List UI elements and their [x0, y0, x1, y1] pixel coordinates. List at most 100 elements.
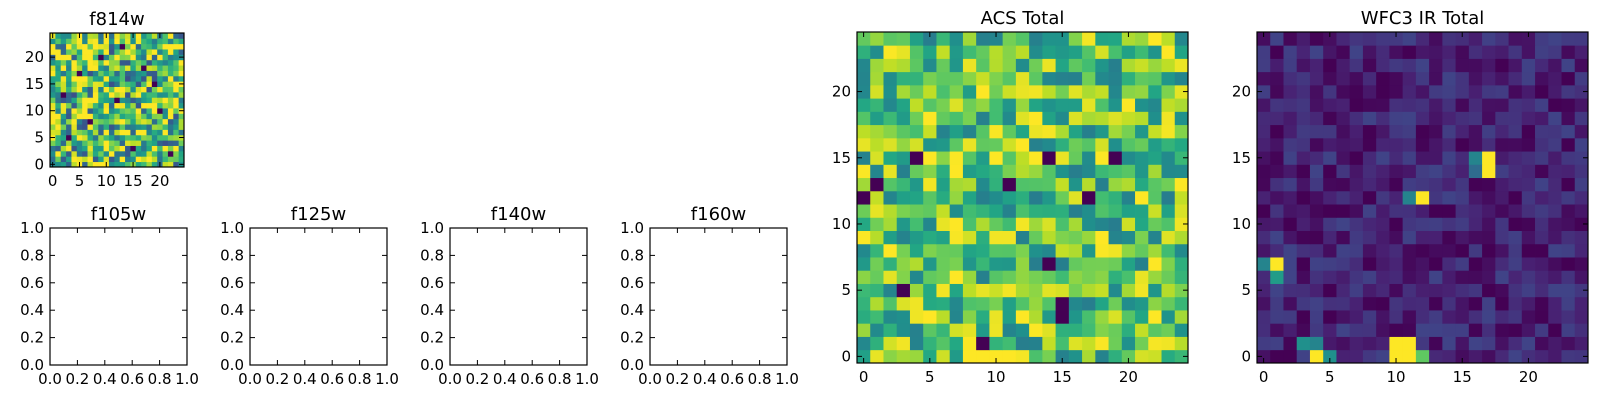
f814w-cell [66, 108, 72, 114]
acs_total-cell [1029, 310, 1043, 324]
f160w-xtick-label: 0.6 [720, 370, 744, 388]
f814w-cell [87, 124, 94, 130]
f814w-cell [71, 134, 78, 141]
f814w-cell [151, 108, 158, 114]
f814w-cell [141, 91, 147, 98]
acs_total-cell [1121, 283, 1136, 298]
f814w-cell [71, 150, 78, 157]
f814w-cell [151, 140, 158, 146]
acs_total-cell [1055, 190, 1070, 205]
acs_total-cell [1002, 283, 1017, 298]
f814w-cell [76, 97, 83, 104]
f814w-cell [141, 161, 147, 168]
acs_total-cell [883, 204, 898, 218]
f814w-cell [66, 38, 72, 45]
wfc3_ir_total-cell [1429, 124, 1443, 139]
wfc3_ir_total-cell [1283, 204, 1298, 218]
wfc3_ir_total-cell [1336, 84, 1351, 99]
acs_total-cell [1082, 98, 1096, 112]
wfc3_ir_total-cell [1323, 45, 1337, 59]
wfc3_ir_total-cell [1508, 283, 1523, 298]
acs_total-ytick-label: 15 [832, 149, 851, 167]
acs_total-cell [1029, 151, 1043, 165]
wfc3_ir_total-cell [1455, 137, 1470, 152]
f814w-cell [125, 124, 131, 130]
acs_total-cell [1068, 111, 1083, 126]
acs_total-cell [989, 111, 1004, 126]
acs_total-cell [962, 177, 977, 192]
f814w-cell [87, 140, 94, 146]
acs_total-cell [1095, 98, 1109, 112]
wfc3_ir_total-cell [1349, 177, 1364, 192]
acs_total-cell [1161, 111, 1176, 126]
f814w-cell [50, 91, 56, 98]
wfc3_ir_total-ytick-label: 5 [1241, 281, 1251, 299]
acs_total-cell [1002, 164, 1017, 179]
wfc3_ir_total-cell [1561, 257, 1576, 271]
f814w-cell [98, 43, 104, 50]
wfc3_ir_total-cell [1561, 98, 1576, 112]
acs_total-cell [923, 323, 937, 337]
acs_total-cell [923, 204, 937, 218]
f814w-cell [173, 150, 180, 157]
f814w-cell [141, 124, 147, 130]
f140w-ytick-label: 0.6 [420, 274, 444, 292]
wfc3_ir_total-cell [1336, 296, 1351, 311]
wfc3_ir_total-cell [1402, 323, 1417, 337]
f814w-cell [178, 70, 185, 77]
f814w-frame [49, 32, 185, 168]
f814w-cell [108, 140, 115, 146]
f814w-cell [103, 65, 110, 71]
f814w-cell [157, 134, 163, 141]
acs_total-cell [1161, 32, 1176, 46]
acs_total-cell [949, 283, 964, 298]
acs_total-cell [857, 98, 871, 112]
f814w-cell [135, 33, 142, 39]
wfc3_ir_total-cell [1376, 45, 1390, 59]
acs_total-cell [923, 283, 937, 298]
wfc3_ir_total-cell [1455, 283, 1470, 298]
f160w-ytick-label: 0.0 [620, 356, 644, 374]
f814w-cell [125, 150, 131, 157]
acs_total-cell [1108, 230, 1123, 245]
acs_total-cell [1015, 349, 1030, 364]
acs_total-cell [1174, 71, 1189, 86]
acs_total-ytick-label: 10 [832, 215, 851, 233]
wfc3_ir_total-cell [1535, 323, 1549, 337]
acs_total-cell [909, 230, 924, 245]
wfc3_ir_total-cell [1535, 177, 1549, 192]
acs_total-cell [1068, 217, 1083, 231]
wfc3_ir_total-cell [1508, 323, 1523, 337]
f160w-xtick-label: 0.4 [693, 370, 717, 388]
acs_total-cell [870, 124, 884, 139]
acs_total-cell [1095, 177, 1109, 192]
f814w-cell [50, 118, 56, 125]
wfc3_ir_total-cell [1429, 71, 1443, 86]
acs_total-cell [1095, 164, 1109, 179]
acs_total-cell [1108, 124, 1123, 139]
acs_total-cell [1108, 177, 1123, 192]
f814w-cell [141, 43, 147, 50]
acs_total-cell [857, 190, 871, 205]
acs_total-cell [1174, 98, 1189, 112]
wfc3_ir_total-cell [1323, 349, 1337, 364]
f814w-cell [130, 86, 137, 93]
wfc3_ir_total-cell [1561, 230, 1576, 245]
wfc3_ir_total-cell [1415, 349, 1430, 364]
f814w-cell [167, 118, 174, 125]
f814w-cell [50, 38, 56, 45]
f814w-cell [50, 70, 56, 77]
f814w-cell [50, 59, 56, 66]
f814w-cell [76, 124, 83, 130]
f814w-cell [87, 38, 94, 45]
f814w-cell [76, 134, 83, 141]
acs_total-cell [1055, 323, 1070, 337]
wfc3_ir_total-xtick-label: 15 [1453, 368, 1472, 386]
f814w-ytick-label: 15 [25, 75, 44, 93]
f814w-cell [119, 145, 126, 152]
acs_total-cell [1015, 283, 1030, 298]
f814w-cell [173, 102, 180, 109]
wfc3_ir_total-cell [1535, 45, 1549, 59]
acs_total-cell [1135, 323, 1149, 337]
